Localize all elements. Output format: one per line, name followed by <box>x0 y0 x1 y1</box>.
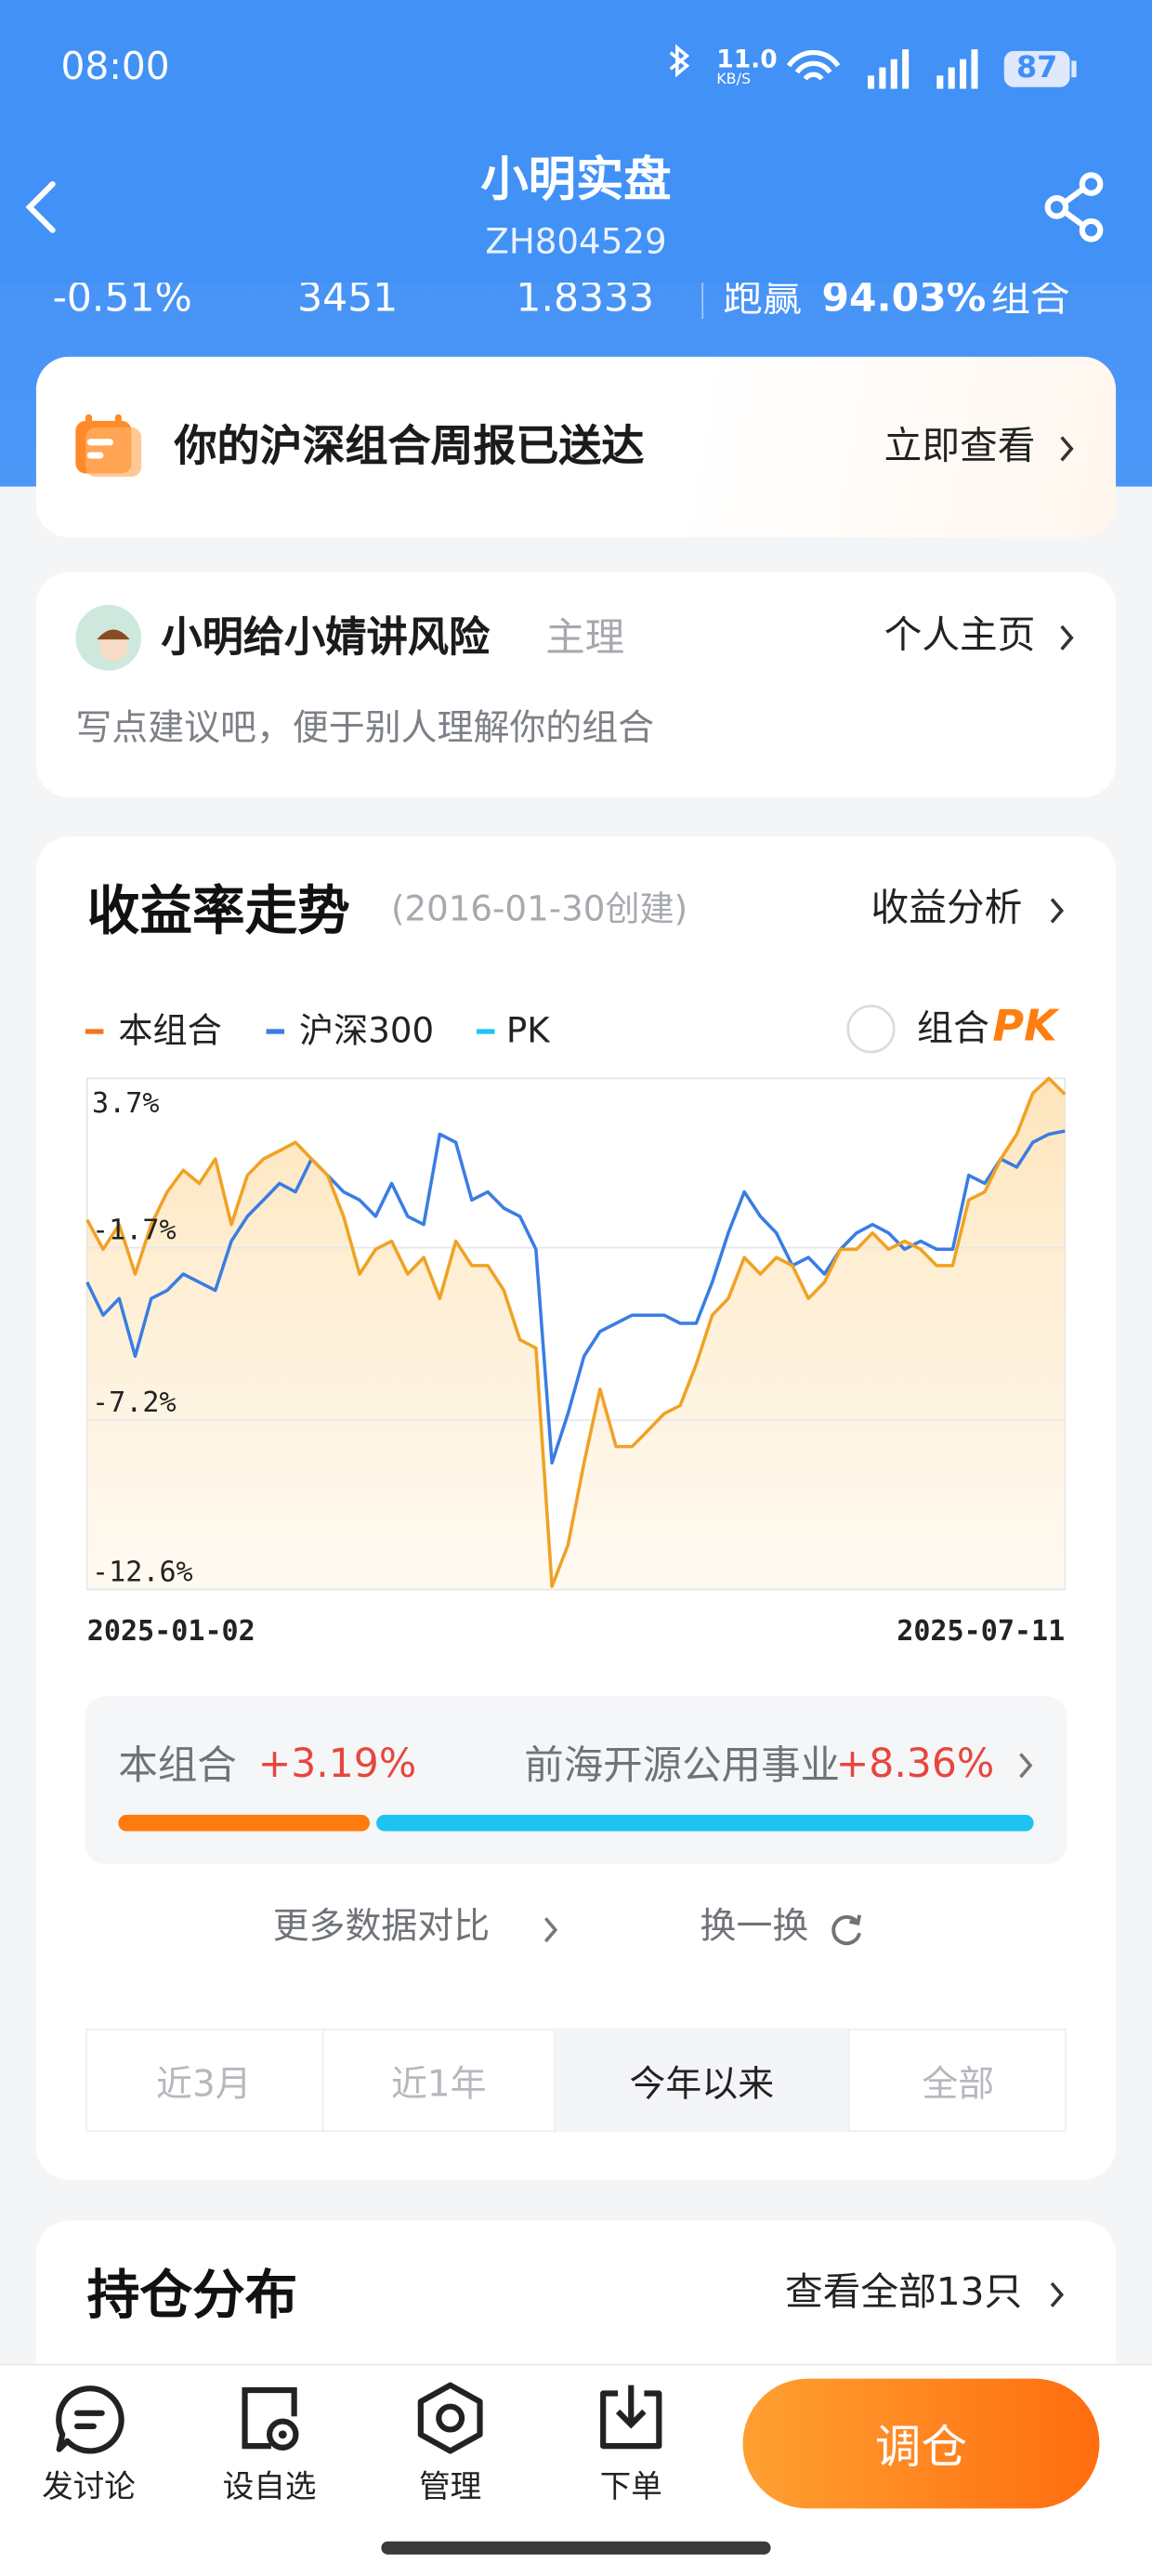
y-tick-label: -12.6% <box>92 1556 193 1588</box>
compare-box[interactable] <box>85 1696 1067 1864</box>
chevron <box>1050 898 1065 924</box>
page-subtitle: ZH804529 <box>485 221 667 262</box>
pk-toggle[interactable] <box>844 1003 897 1056</box>
signal-icon <box>867 49 910 89</box>
compare-value: +3.19% <box>257 1741 417 1787</box>
compare-bar <box>118 1814 370 1832</box>
legend-label: 沪深300 <box>298 1010 435 1051</box>
discuss-icon[interactable] <box>54 2384 126 2456</box>
status-icons <box>669 44 1077 89</box>
area <box>86 1078 1066 1590</box>
line-series <box>85 1076 1067 1588</box>
chart-created: (2016-01-30创建) <box>390 888 688 929</box>
legend-swatch <box>266 1029 285 1034</box>
owner-role: 主理 <box>545 614 625 662</box>
bluetooth-icon <box>669 44 690 78</box>
owner-action[interactable]: 个人主页 <box>884 614 1036 658</box>
owner-card <box>35 572 1117 797</box>
line-chart: 3.7% -1.7% -7.2% -12.6% 2025-01-02 2025-07-11 <box>85 1076 1067 1648</box>
owner-name[interactable]: 小明给小婧讲风险 <box>161 612 491 662</box>
wifi-icon <box>786 49 841 81</box>
report-icon <box>75 414 142 477</box>
avatar[interactable] <box>74 603 143 672</box>
top-bar <box>0 0 1152 283</box>
chevron <box>1060 624 1074 651</box>
legend-label: PK <box>505 1010 550 1051</box>
x-tick-label: 2025-07-11 <box>897 1615 1065 1648</box>
compare-bar <box>375 1814 1034 1832</box>
net-unit: KB/S <box>716 72 752 89</box>
chart-title: 收益率走势 <box>86 879 350 942</box>
nav-label[interactable]: 管理 <box>419 2468 482 2505</box>
period-tab[interactable]: 近3月 <box>85 2028 324 2133</box>
watch-icon[interactable] <box>235 2384 308 2456</box>
stat: 1.8333 <box>516 274 654 321</box>
line-series <box>85 1129 1066 1465</box>
legend-swatch <box>476 1029 495 1034</box>
owner-desc[interactable]: 写点建议吧，便于别人理解你的组合 <box>75 708 655 750</box>
stat: 3451 <box>297 274 399 321</box>
x-tick-label: 2025-01-02 <box>87 1615 255 1648</box>
beat-prefix: 跑赢 <box>723 274 803 321</box>
legend-swatch <box>85 1029 104 1034</box>
battery-level: 87 <box>1016 50 1058 85</box>
period-tab[interactable]: 今年以来 <box>555 2028 850 2133</box>
holdings-action[interactable]: 查看全部13只 <box>785 2271 1023 2315</box>
refresh-icon <box>831 1914 862 1946</box>
share-button[interactable] <box>1041 171 1107 243</box>
order-icon[interactable] <box>595 2380 667 2455</box>
period-tab[interactable]: 全部 <box>922 2063 995 2106</box>
manage-icon[interactable] <box>414 2380 487 2455</box>
nav-label[interactable]: 发讨论 <box>42 2468 136 2505</box>
stat: -0.51% <box>52 274 192 321</box>
legend-label: 本组合 <box>118 1010 222 1051</box>
toggle-label[interactable]: 组合 <box>917 1009 989 1051</box>
notice-card[interactable] <box>35 356 1117 538</box>
compare-value: +8.36% <box>835 1741 995 1787</box>
notice-text: 你的沪深组合周报已送达 <box>174 422 645 472</box>
page-title: 小明实盘 <box>480 151 672 207</box>
holdings-title: 持仓分布 <box>86 2263 298 2326</box>
rebalance-button[interactable]: 调仓 <box>742 2378 1100 2509</box>
beat-suffix: 组合 <box>990 274 1070 321</box>
nav-label[interactable]: 设自选 <box>222 2468 317 2505</box>
status-time: 08:00 <box>60 46 170 89</box>
chevron <box>1050 2281 1065 2307</box>
notice-action[interactable]: 立即查看 <box>884 426 1036 469</box>
y-tick-label: -7.2% <box>92 1387 177 1419</box>
period-tab[interactable]: 近1年 <box>323 2028 556 2133</box>
chevron <box>1060 436 1074 462</box>
more-link[interactable]: 更多数据对比 <box>272 1906 491 1949</box>
compare-name: 前海开源公用事业 <box>524 1742 840 1789</box>
back-button[interactable] <box>20 177 66 237</box>
toggle-badge[interactable]: PK <box>992 1003 1057 1053</box>
net-speed: 11.0 <box>716 44 778 74</box>
nav-label[interactable]: 下单 <box>599 2468 662 2505</box>
chevron <box>543 1917 558 1943</box>
y-tick-label: -1.7% <box>92 1214 177 1246</box>
battery-cap <box>1071 60 1077 78</box>
home-indicator <box>381 2541 771 2555</box>
compare-name: 本组合 <box>118 1742 237 1789</box>
chart-action[interactable]: 收益分析 <box>871 887 1023 931</box>
swap-link[interactable]: 换一换 <box>700 1906 809 1949</box>
beat-value: 94.03% <box>821 274 987 321</box>
divider <box>701 279 704 320</box>
chevron <box>1019 1753 1033 1779</box>
battery <box>1003 50 1070 87</box>
signal-icon <box>936 49 978 89</box>
y-tick-label: 3.7% <box>92 1087 159 1120</box>
